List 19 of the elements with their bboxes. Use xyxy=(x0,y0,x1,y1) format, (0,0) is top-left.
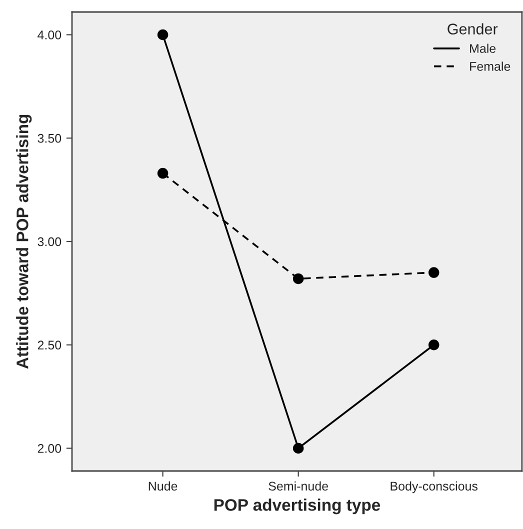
y-tick-label: 3.50 xyxy=(38,134,62,143)
point xyxy=(428,339,440,350)
legend-title: Gender xyxy=(448,23,498,34)
y-axis-title: Attitude toward POP advertising xyxy=(16,114,32,369)
legend-label: Male xyxy=(470,44,496,53)
point xyxy=(428,267,440,278)
point xyxy=(292,273,304,284)
x-axis-title: POP advertising type xyxy=(214,498,380,514)
point xyxy=(157,168,168,179)
y-tick-label: 2.00 xyxy=(38,444,62,453)
x-tick-label: Semi-nude xyxy=(268,481,328,491)
legend-label: Female xyxy=(470,62,510,71)
point xyxy=(292,442,304,454)
y-tick-label: 4.00 xyxy=(38,30,62,40)
x-tick-label: Body-conscious xyxy=(390,481,478,494)
x-tick-label: Nude xyxy=(148,481,178,491)
y-tick-label: 3.00 xyxy=(38,237,62,246)
y-tick-label: 2.50 xyxy=(38,340,62,350)
point xyxy=(157,29,168,40)
